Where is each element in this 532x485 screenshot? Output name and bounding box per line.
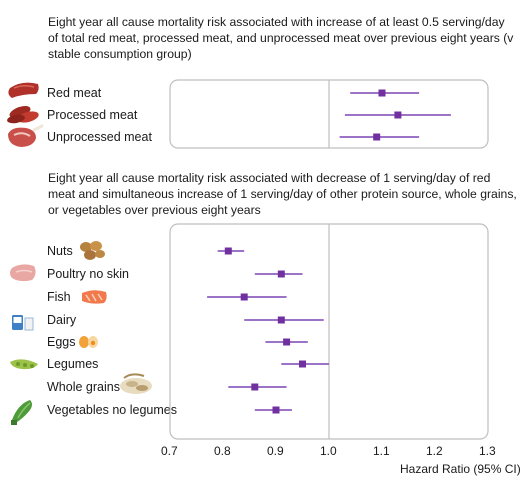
x-tick-label: 1.3 [479, 444, 496, 458]
row-label-processed-meat: Processed meat [47, 108, 138, 122]
poultry-icon [10, 264, 36, 282]
chart-title-substitution: Eight year all cause mortality risk asso… [48, 171, 517, 217]
point-estimate-fish [240, 293, 248, 301]
row-label-red-meat: Red meat [47, 86, 102, 100]
row-label-nuts: Nuts [47, 244, 73, 258]
point-estimate-legumes [299, 360, 306, 368]
row-label-poultry: Poultry no skin [47, 267, 129, 281]
row-label-dairy: Dairy [47, 313, 77, 327]
dairy-icon [12, 315, 34, 331]
x-tick-label: 0.9 [267, 444, 284, 458]
x-tick-label: 0.8 [214, 444, 231, 458]
row-label-unprocessed-meat: Unprocessed meat [47, 130, 152, 144]
x-tick-label: 0.7 [161, 444, 178, 458]
x-axis-label: Hazard Ratio (95% CI) [400, 462, 521, 476]
x-tick-label: 1.2 [426, 444, 443, 458]
vegetables-icon [11, 400, 32, 425]
point-estimate-nuts [224, 247, 232, 255]
steak-icon [8, 124, 44, 147]
x-tick-label: 1.1 [373, 444, 390, 458]
eggs-icon [79, 336, 98, 348]
row-label-eggs: Eggs [47, 335, 76, 349]
row-label-vegetables: Vegetables no legumes [47, 403, 177, 417]
point-estimate-eggs [283, 338, 291, 346]
point-estimate-poultry-no-skin [277, 270, 285, 278]
point-estimate-vegetables-no-legumes [272, 406, 280, 414]
point-estimate-dairy [277, 316, 285, 324]
whole-grains-icon [120, 373, 152, 394]
x-tick-label: 1.0 [320, 444, 337, 458]
chart-title-meat: Eight year all cause mortality risk asso… [48, 15, 514, 61]
row-label-fish: Fish [47, 290, 71, 304]
row-label-whole-grains: Whole grains [47, 380, 120, 394]
row-label-legumes: Legumes [47, 357, 99, 371]
sausages-icon [7, 105, 39, 124]
point-estimate-unprocessed-meat [373, 133, 381, 141]
legumes-icon [10, 359, 38, 370]
fish-icon [82, 290, 107, 304]
point-estimate-processed-meat [394, 111, 402, 119]
point-estimate-red-meat [378, 89, 386, 97]
nuts-icon [80, 241, 105, 260]
sausage-icon [8, 82, 39, 98]
point-estimate-whole-grains [251, 383, 259, 391]
